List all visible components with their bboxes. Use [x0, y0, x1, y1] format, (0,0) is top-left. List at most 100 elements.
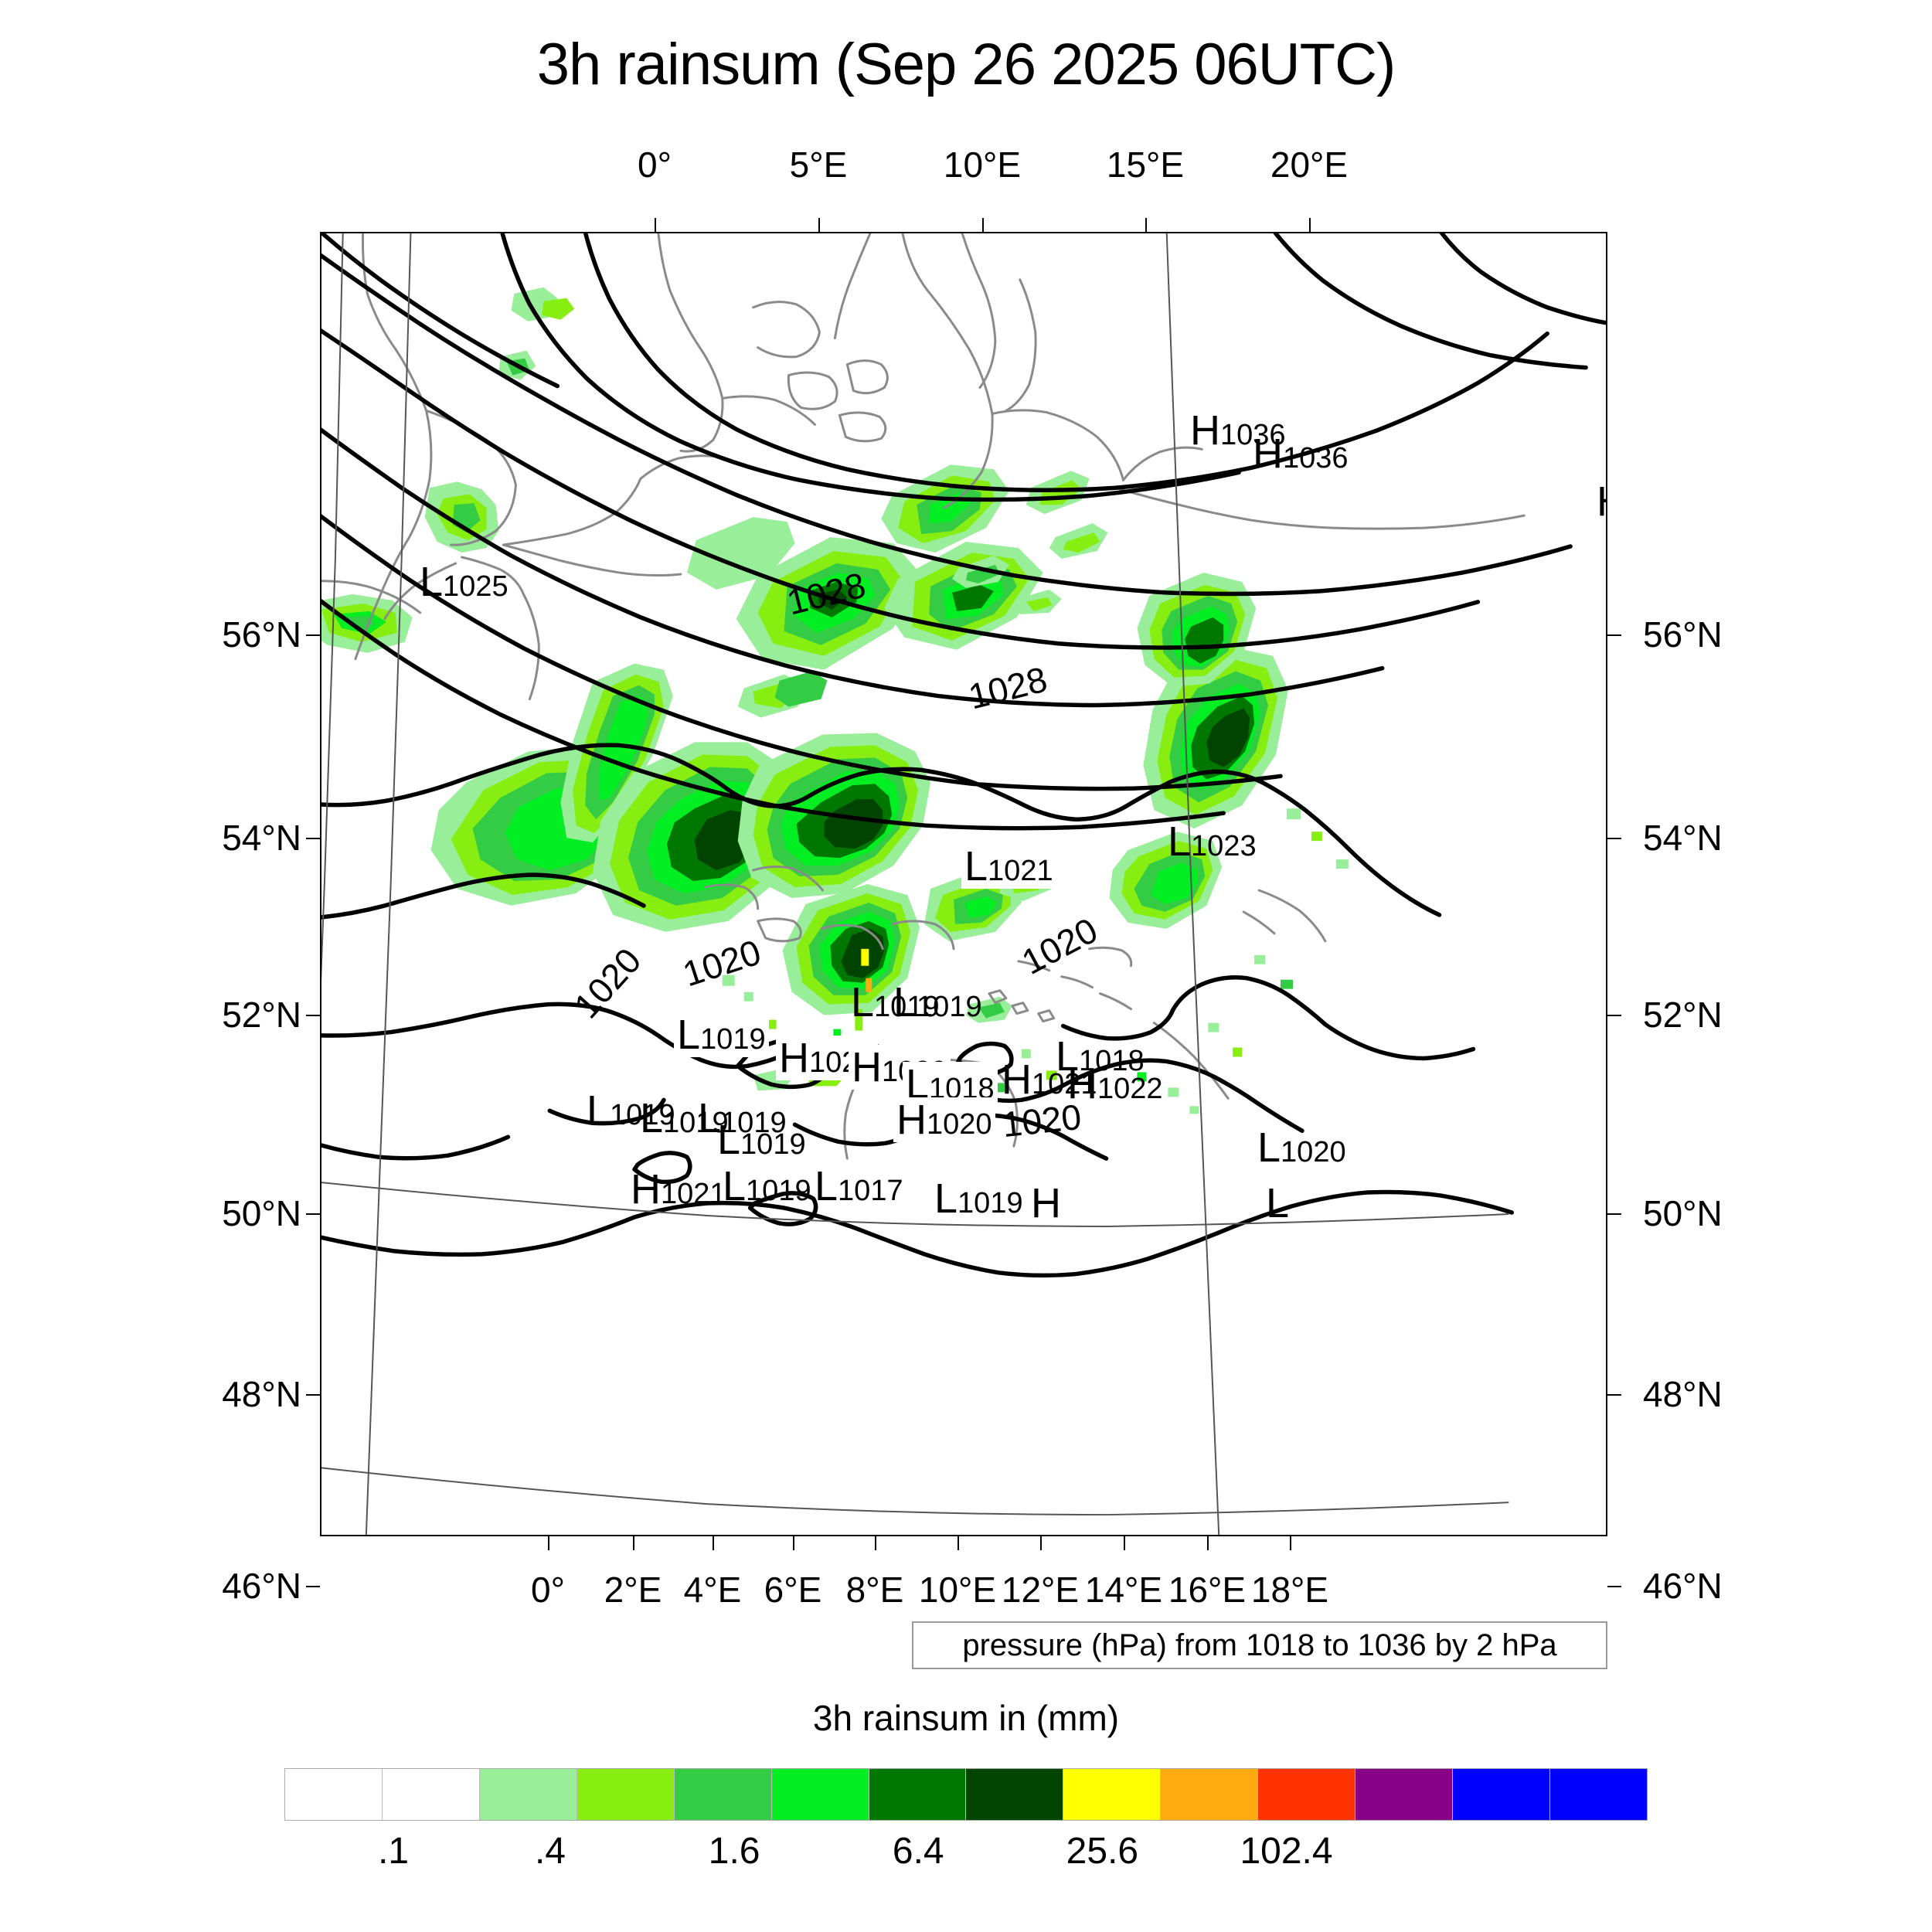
pressure-legend-text: pressure (hPa) from 1018 to 1036 by 2 hP… [962, 1628, 1557, 1662]
axis-right-tickmark-1 [1607, 838, 1621, 839]
colorbar-segment-7[interactable] [965, 1769, 1063, 1820]
pressure-marker-value: 1020 [927, 1108, 992, 1141]
pressure-marker-type: L [964, 843, 988, 889]
axis-top-tickmark-3 [1145, 218, 1147, 232]
axis-right-tick-2: 52°N [1643, 995, 1723, 1035]
contour-label-5: 1020 [1000, 1096, 1083, 1145]
colorbar-segment-10[interactable] [1257, 1769, 1355, 1820]
axis-left-tickmark-1 [306, 838, 320, 839]
axis-left-tickmark-5 [306, 1586, 320, 1587]
colorbar-label-3: 6.4 [892, 1831, 944, 1872]
colorbar-segment-11[interactable] [1355, 1769, 1453, 1820]
axis-left-tick-1: 54°N [222, 818, 301, 858]
pressure-marker-type: L [698, 1095, 722, 1141]
pressure-marker-l-17: L1019 [698, 1097, 787, 1139]
axis-bottom-tickmark-5 [957, 1536, 959, 1550]
pressure-marker-h-2: H [1597, 481, 1606, 522]
axis-right-tick-3: 50°N [1643, 1193, 1723, 1233]
pressure-marker-l-19: L1019 [717, 1119, 806, 1161]
pressure-marker-value: 1036 [1220, 419, 1286, 451]
colorbar-segment-5[interactable] [770, 1769, 869, 1820]
colorbar-segment-1[interactable] [381, 1769, 479, 1820]
colorbar-segment-0[interactable] [285, 1769, 382, 1820]
axis-right-tick-4: 48°N [1643, 1374, 1723, 1414]
pressure-marker-type: H [631, 1166, 661, 1213]
pressure-marker-l-8: L1019 [674, 1012, 769, 1057]
axis-left-tick-3: 50°N [222, 1193, 301, 1233]
colorbar-segment-9[interactable] [1160, 1769, 1258, 1820]
map-plot-area[interactable]: H1036H1036HL1025L1023L1021L1019L1019L101… [320, 232, 1607, 1536]
graticule-layer [321, 233, 1509, 1535]
pressure-marker-h-1: H1036 [1253, 433, 1349, 474]
axis-top-tickmark-4 [1309, 218, 1311, 232]
pressure-marker-l-3: L1025 [420, 561, 509, 603]
pressure-marker-value: 1023 [1191, 830, 1257, 862]
axis-bottom-tickmark-6 [1040, 1536, 1042, 1550]
axis-right-tick-1: 54°N [1643, 818, 1723, 858]
pressure-marker-l-20: L1020 [1257, 1127, 1346, 1168]
axis-bottom-tickmark-7 [1124, 1536, 1125, 1550]
pressure-marker-type: L [893, 979, 917, 1026]
pressure-marker-type: L [851, 979, 875, 1026]
axis-top-tick-2: 10°E [943, 145, 1022, 185]
axis-bottom-tickmark-4 [875, 1536, 876, 1550]
pressure-marker-type: L [1168, 818, 1192, 865]
pressure-marker-type: L [677, 1012, 701, 1058]
pressure-marker-l-15: L1019 [587, 1090, 675, 1131]
pressure-marker-type: L [717, 1117, 741, 1163]
pressure-marker-h-25: H [1031, 1182, 1061, 1224]
colorbar-segment-3[interactable] [576, 1769, 674, 1820]
colorbar-segment-2[interactable] [478, 1769, 577, 1820]
pressure-marker-type: H [1002, 1056, 1032, 1103]
axis-bottom-tick-3: 6°E [764, 1570, 822, 1610]
axis-bottom-tickmark-9 [1290, 1536, 1291, 1550]
colorbar-tick-labels: .1 .4 1.6 6.4 25.6 102.4 [284, 1830, 1648, 1884]
axis-top-tickmark-0 [655, 218, 656, 232]
axis-left-tickmark-0 [306, 634, 320, 636]
pressure-marker-value: 1018 [1079, 1045, 1145, 1077]
pressure-marker-value: 1019 [957, 1187, 1023, 1219]
colorbar-label-0: .1 [378, 1831, 410, 1872]
axis-right-tickmark-2 [1607, 1015, 1621, 1016]
axis-bottom-tick-4: 8°E [845, 1570, 904, 1610]
precipitation-field [321, 287, 1349, 1114]
colorbar-label-1: .4 [534, 1831, 566, 1872]
pressure-marker-value: 1022 [1097, 1073, 1163, 1105]
colorbar-title: 3h rainsum in (mm) [812, 1698, 1120, 1738]
pressure-marker-h-14: H1022 [1067, 1063, 1163, 1105]
axis-top-tickmark-1 [818, 218, 820, 232]
axis-bottom-tickmark-2 [713, 1536, 714, 1550]
axis-bottom-tickmark-0 [548, 1536, 549, 1550]
pressure-marker-value: 1021 [1032, 1068, 1097, 1100]
pressure-marker-value: 1019 [610, 1099, 675, 1131]
axis-right-tickmark-3 [1607, 1213, 1621, 1215]
pressure-marker-l-24: L1019 [934, 1178, 1023, 1219]
pressure-marker-type: L [1266, 1180, 1290, 1226]
pressure-marker-l-16: L1019 [640, 1097, 729, 1139]
pressure-marker-value: 1019 [917, 991, 982, 1023]
pressure-marker-type: L [723, 1163, 747, 1209]
pressure-marker-h-18: H1020 [893, 1097, 995, 1142]
axis-right-tickmark-5 [1607, 1586, 1621, 1587]
colorbar-segment-6[interactable] [868, 1769, 966, 1820]
axis-right-tickmark-0 [1607, 634, 1621, 636]
colorbar-segment-8[interactable] [1063, 1769, 1161, 1820]
pressure-marker-type: H [1190, 407, 1220, 454]
pressure-marker-value: 1019 [874, 991, 940, 1023]
colorbar-label-5: 102.4 [1240, 1831, 1333, 1872]
pressure-marker-value: 1021 [661, 1178, 726, 1210]
axis-top-tick-1: 5°E [789, 145, 848, 185]
axis-bottom-tick-2: 4°E [683, 1570, 742, 1610]
pressure-marker-type: L [934, 1175, 958, 1222]
pressure-marker-value: 1019 [700, 1023, 766, 1056]
axis-bottom-tick-7: 14°E [1084, 1570, 1163, 1610]
colorbar-segment-4[interactable] [673, 1769, 771, 1820]
colorbar[interactable] [284, 1768, 1648, 1821]
pressure-marker-l-5: L1021 [961, 844, 1056, 889]
pressure-marker-value: 1036 [1283, 442, 1349, 474]
pressure-marker-value: 1019 [721, 1107, 787, 1139]
colorbar-segment-12[interactable] [1452, 1769, 1549, 1820]
axis-top-tick-0: 0° [638, 145, 672, 185]
colorbar-segment-13[interactable] [1549, 1769, 1647, 1820]
